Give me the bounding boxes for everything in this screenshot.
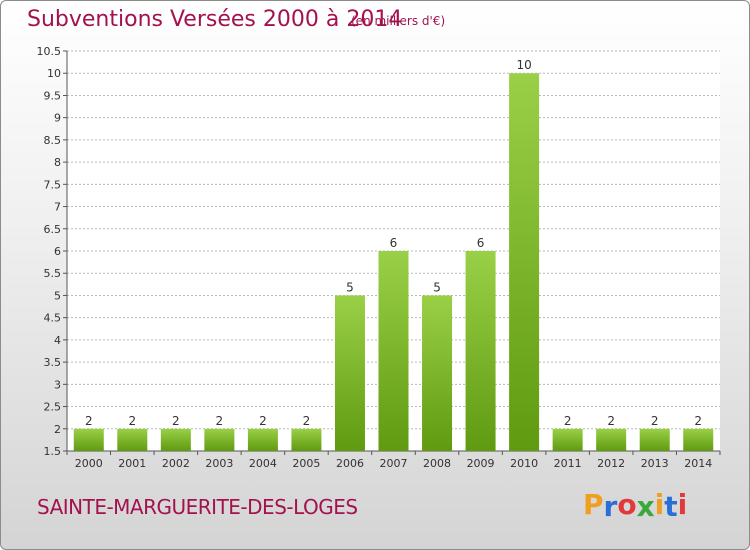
y-tick-label: 1.5 xyxy=(44,445,62,458)
data-label: 5 xyxy=(346,280,354,294)
data-label: 2 xyxy=(303,414,311,428)
data-label: 6 xyxy=(390,236,398,250)
y-tick-label: 6 xyxy=(54,245,61,258)
chart-subtitle: (en milliers d'€) xyxy=(351,14,446,28)
logo-letter: t xyxy=(664,490,678,523)
x-tick-label: 2003 xyxy=(205,457,233,470)
bar xyxy=(291,428,322,451)
y-tick-label: 10 xyxy=(47,67,61,80)
x-tick-label: 2008 xyxy=(423,457,451,470)
x-tick-label: 2000 xyxy=(75,457,103,470)
data-label: 2 xyxy=(128,414,136,428)
y-tick-label: 6.5 xyxy=(44,223,62,236)
x-tick-label: 2005 xyxy=(292,457,320,470)
data-label: 2 xyxy=(259,414,267,428)
y-tick-label: 3.5 xyxy=(44,356,62,369)
y-tick-label: 7.5 xyxy=(44,178,62,191)
x-tick-label: 2014 xyxy=(684,457,712,470)
data-label: 2 xyxy=(651,414,659,428)
data-label: 2 xyxy=(607,414,615,428)
x-tick-label: 2013 xyxy=(641,457,669,470)
chart-title: Subventions Versées 2000 à 2014 xyxy=(27,7,403,32)
y-tick-label: 10.5 xyxy=(37,45,62,58)
y-tick-label: 3 xyxy=(54,378,61,391)
logo-letter: x xyxy=(636,490,655,523)
x-tick-label: 2002 xyxy=(162,457,190,470)
bar xyxy=(378,251,409,451)
data-label: 6 xyxy=(477,236,485,250)
data-label: 10 xyxy=(516,58,531,72)
bar xyxy=(247,428,278,451)
y-tick-label: 2 xyxy=(54,423,61,436)
y-tick-label: 9.5 xyxy=(44,89,62,102)
data-label: 2 xyxy=(564,414,572,428)
y-tick-label: 7 xyxy=(54,201,61,214)
y-tick-label: 5 xyxy=(54,289,61,302)
y-tick-label: 4.5 xyxy=(44,312,62,325)
data-label: 5 xyxy=(433,280,441,294)
data-label: 2 xyxy=(216,414,224,428)
bar xyxy=(117,428,148,451)
y-tick-label: 8 xyxy=(54,156,61,169)
y-tick-label: 4 xyxy=(54,334,61,347)
bar xyxy=(422,295,453,451)
bar xyxy=(509,73,540,451)
bar xyxy=(639,428,670,451)
bar xyxy=(334,295,365,451)
x-tick-label: 2006 xyxy=(336,457,364,470)
logo-letter: i xyxy=(654,488,665,521)
x-tick-label: 2009 xyxy=(467,457,495,470)
bar xyxy=(596,428,627,451)
y-tick-label: 5.5 xyxy=(44,267,62,280)
x-tick-label: 2007 xyxy=(380,457,408,470)
logo-letter: P xyxy=(583,488,604,521)
bar xyxy=(465,251,496,451)
bar xyxy=(683,428,714,451)
y-tick-label: 9 xyxy=(54,112,61,125)
x-tick-label: 2012 xyxy=(597,457,625,470)
x-tick-label: 2010 xyxy=(510,457,538,470)
x-tick-label: 2011 xyxy=(554,457,582,470)
proxiti-logo: Proxiti xyxy=(583,488,688,523)
y-tick-label: 8.5 xyxy=(44,134,62,147)
y-tick-label: 2.5 xyxy=(44,401,62,414)
logo-letter: i xyxy=(677,488,688,521)
logo-letter: r xyxy=(603,490,618,523)
x-tick-label: 2004 xyxy=(249,457,277,470)
data-label: 2 xyxy=(172,414,180,428)
bar xyxy=(160,428,191,451)
bar xyxy=(73,428,104,451)
bar xyxy=(552,428,583,451)
data-label: 2 xyxy=(85,414,93,428)
commune-name: SAINTE-MARGUERITE-DES-LOGES xyxy=(37,495,358,519)
logo-letter: o xyxy=(617,488,637,521)
data-label: 2 xyxy=(694,414,702,428)
x-tick-label: 2001 xyxy=(118,457,146,470)
bar xyxy=(204,428,235,451)
